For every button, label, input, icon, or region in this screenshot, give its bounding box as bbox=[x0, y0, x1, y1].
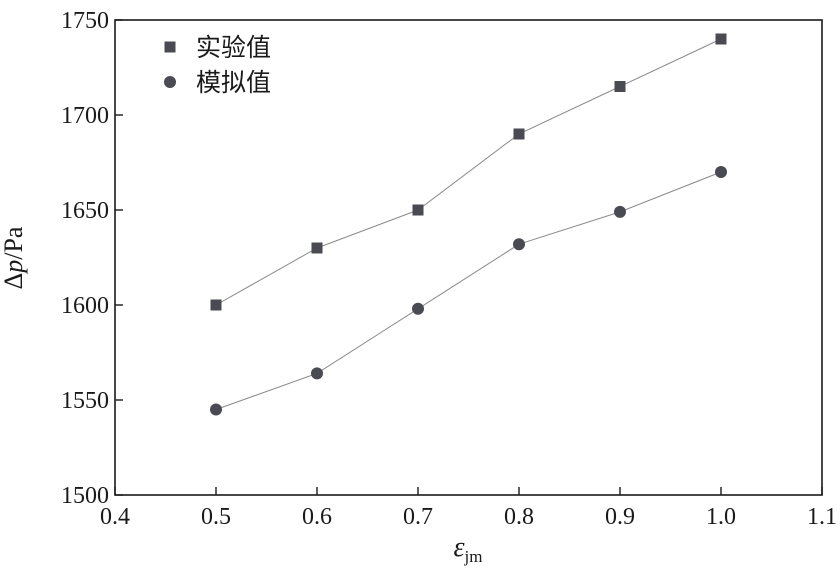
x-tick-label: 1.1 bbox=[807, 504, 837, 530]
y-tick-label: 1600 bbox=[61, 293, 109, 319]
data-point bbox=[412, 204, 424, 216]
data-point bbox=[210, 299, 222, 311]
data-point bbox=[412, 302, 424, 315]
legend-label: 模拟值 bbox=[196, 68, 271, 97]
series-line bbox=[215, 38, 722, 306]
y-tick-label: 1500 bbox=[61, 483, 109, 509]
legend-marker bbox=[164, 41, 176, 53]
y-tick-label: 1550 bbox=[61, 388, 109, 414]
x-axis-title: εjm bbox=[454, 532, 483, 566]
x-axis-title-subscript: jm bbox=[464, 547, 483, 566]
x-tick-label: 0.5 bbox=[201, 504, 231, 530]
series-2 bbox=[210, 166, 727, 416]
data-point bbox=[210, 403, 222, 416]
series-layer bbox=[210, 33, 727, 416]
y-tick-label: 1750 bbox=[61, 8, 109, 34]
x-tick-label: 1.0 bbox=[706, 504, 736, 530]
data-point bbox=[513, 128, 525, 140]
x-axis-title-symbol: ε bbox=[454, 532, 465, 563]
data-point bbox=[614, 81, 626, 92]
y-axis: 1500 1550 1600 1650 1700 1750 bbox=[61, 8, 123, 509]
y-axis-title-delta: Δ bbox=[0, 273, 28, 290]
x-tick-label: 0.7 bbox=[403, 504, 433, 530]
legend-marker bbox=[164, 76, 176, 88]
data-point bbox=[715, 33, 727, 45]
series-line bbox=[215, 171, 722, 410]
data-point bbox=[614, 205, 626, 218]
data-point bbox=[311, 367, 323, 380]
y-axis-title-var: p bbox=[0, 260, 28, 275]
data-point bbox=[513, 238, 525, 251]
y-axis-title-unit: /Pa bbox=[0, 226, 28, 260]
series-1 bbox=[210, 33, 727, 311]
y-tick-label: 1700 bbox=[61, 103, 109, 129]
legend-label: 实验值 bbox=[196, 33, 271, 62]
x-tick-label: 0.4 bbox=[100, 504, 130, 530]
y-axis-title: Δp/Pa bbox=[0, 226, 28, 289]
x-tick-label: 0.8 bbox=[504, 504, 534, 530]
x-tick-label: 0.6 bbox=[302, 504, 332, 530]
data-point bbox=[715, 166, 727, 178]
x-axis: 0.4 0.5 0.6 0.7 0.8 0.9 1.0 1.1 bbox=[100, 487, 837, 530]
y-tick-label: 1650 bbox=[61, 198, 109, 224]
data-point bbox=[311, 242, 323, 254]
plot-frame bbox=[114, 19, 823, 496]
x-tick-label: 0.9 bbox=[605, 504, 635, 530]
